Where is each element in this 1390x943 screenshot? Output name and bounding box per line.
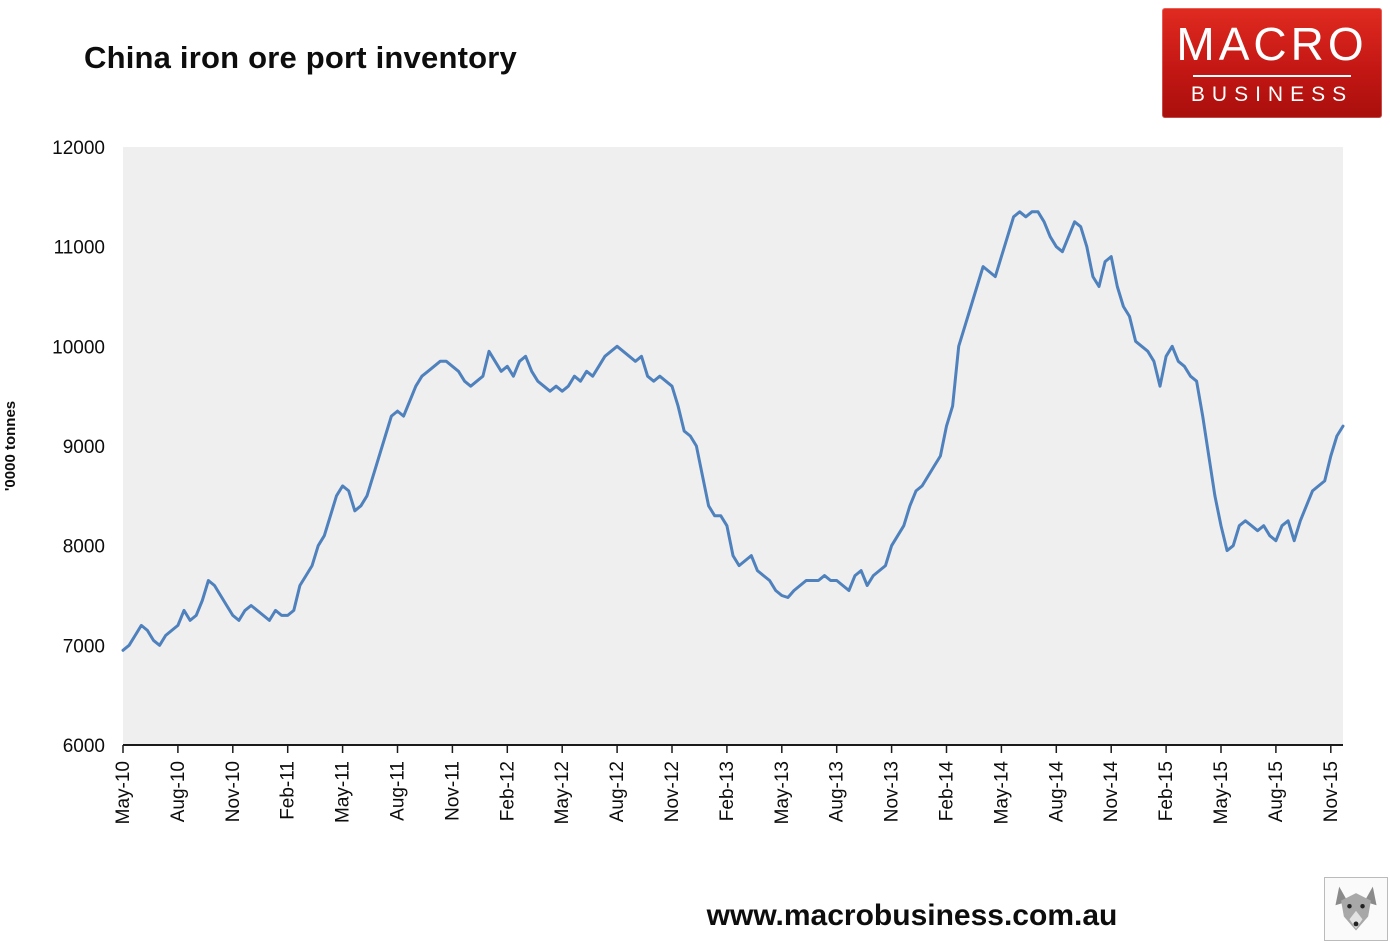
logo-text-macro: MACRO: [1176, 18, 1368, 70]
wolf-logo: [1324, 877, 1388, 941]
x-tick-label: Nov-10: [223, 761, 244, 822]
x-tick-label: Nov-14: [1101, 761, 1122, 823]
x-tick-label: Feb-11: [278, 761, 299, 820]
y-tick-label: 6000: [63, 736, 105, 757]
y-tick-label: 8000: [63, 537, 105, 558]
x-tick-label: Nov-12: [662, 761, 683, 822]
x-tick-label: Feb-14: [937, 761, 958, 822]
x-tick-label: May-10: [113, 761, 134, 824]
inventory-line-chart: 6000 7000 8000 9000 10000 11000 12000 '0000 ton…: [2, 138, 1345, 825]
y-axis-title: '0000 tonnes: [2, 401, 19, 491]
x-tick-label: Aug-10: [168, 761, 189, 822]
page-title: China iron ore port inventory: [84, 40, 517, 75]
x-tick-label: May-13: [772, 761, 793, 824]
x-tick-label: Feb-15: [1156, 761, 1177, 821]
x-tick-label: Aug-15: [1266, 761, 1287, 822]
website-url: www.macrobusiness.com.au: [706, 899, 1118, 932]
wolf-icon: [1335, 886, 1377, 931]
y-tick-label: 7000: [63, 636, 105, 657]
x-tick-label: May-12: [552, 761, 573, 824]
x-tick-label: Feb-13: [717, 761, 738, 821]
x-tick-label: Nov-15: [1321, 761, 1342, 822]
x-tick-label: Nov-11: [442, 761, 463, 821]
x-tick-label: Aug-14: [1046, 761, 1067, 823]
plot-background: [123, 147, 1343, 745]
y-tick-label: 12000: [52, 138, 105, 159]
x-tick-label: May-11: [333, 761, 354, 823]
y-tick-label: 11000: [54, 238, 105, 259]
x-tick-label: May-15: [1211, 761, 1232, 824]
x-tick-label: Aug-13: [827, 761, 848, 822]
x-tick-label: Aug-12: [607, 761, 628, 822]
x-tick-label: Aug-11: [388, 761, 409, 821]
logo-divider: [1193, 75, 1351, 77]
y-tick-label: 10000: [52, 337, 105, 358]
x-tick-label: Nov-13: [882, 761, 903, 822]
inventory-line-series: [121, 210, 1345, 652]
chart-area: 6000 7000 8000 9000 10000 11000 12000 '0000 ton…: [0, 130, 1390, 865]
y-tick-label: 9000: [63, 437, 105, 458]
x-tick-label: Feb-12: [497, 761, 518, 821]
macrobusiness-logo: MACRO BUSINESS: [1162, 8, 1382, 118]
logo-text-business: BUSINESS: [1190, 83, 1354, 106]
x-tick-label: May-14: [991, 761, 1012, 825]
